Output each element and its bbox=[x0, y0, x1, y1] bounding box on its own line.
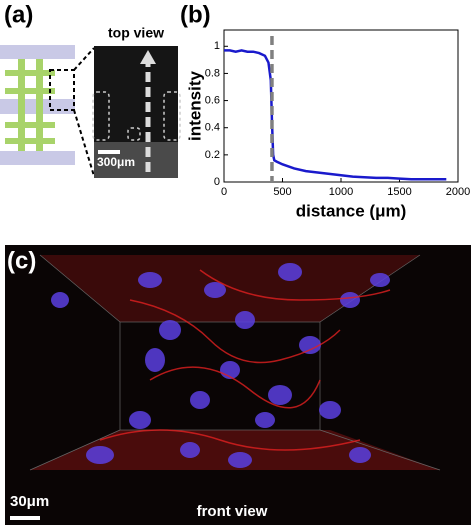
micrograph bbox=[5, 245, 471, 525]
y-tick-label: 0.8 bbox=[205, 67, 220, 79]
view-label: front view bbox=[197, 503, 268, 520]
y-tick-label: 0 bbox=[214, 176, 220, 188]
panel-label: (b) bbox=[180, 1, 211, 28]
x-tick-label: 1500 bbox=[387, 186, 411, 198]
y-tick-label: 0.2 bbox=[205, 149, 220, 161]
y-tick-label: 1 bbox=[214, 40, 220, 52]
y-tick-label: 0.6 bbox=[205, 94, 220, 106]
panel-label: (a) bbox=[4, 1, 33, 28]
x-tick-label: 1000 bbox=[329, 186, 353, 198]
scale-label: 30μm bbox=[10, 493, 49, 510]
x-axis-label: distance (μm) bbox=[296, 201, 407, 220]
scale-label: 300μm bbox=[97, 155, 135, 169]
schematic bbox=[0, 45, 181, 178]
x-tick-label: 500 bbox=[273, 186, 291, 198]
y-tick-label: 0.4 bbox=[205, 122, 220, 134]
y-axis-label: intensity bbox=[185, 71, 204, 141]
panel-label: (c) bbox=[7, 247, 36, 274]
x-tick-label: 0 bbox=[221, 186, 227, 198]
line-chart: 0 0.2 0.4 0.6 0.8 1 0 500 1000 1500 2000 intensity d… bbox=[185, 29, 470, 220]
x-tick-label: 2000 bbox=[446, 186, 470, 198]
data-line bbox=[224, 49, 447, 181]
view-label: top view bbox=[108, 25, 164, 41]
